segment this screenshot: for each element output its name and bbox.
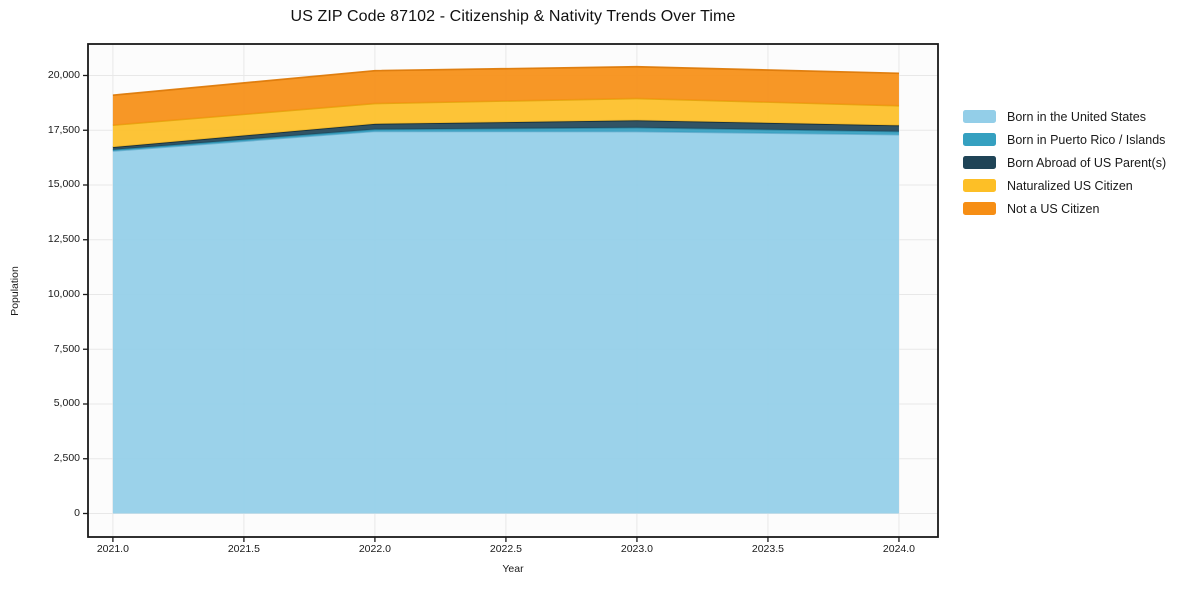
legend-swatch-icon [963,133,996,146]
legend-label: Not a US Citizen [1007,201,1100,216]
legend-label: Born in the United States [1007,109,1146,124]
plot-area [83,43,939,542]
x-tick-label: 2023.5 [751,543,784,555]
area-series [112,66,899,126]
y-tick-label: 5,000 [53,397,80,410]
legend-item: Born Abroad of US Parent(s) [963,151,1166,174]
legend-item: Born in the United States [963,105,1166,128]
x-tick-label: 2022.0 [358,543,391,555]
legend-item: Naturalized US Citizen [963,174,1166,197]
legend-item: Born in Puerto Rico / Islands [963,128,1166,151]
area-series [112,98,899,148]
legend-swatch-icon [963,202,996,215]
legend-label: Naturalized US Citizen [1007,178,1133,193]
y-tick-label: 20,000 [47,68,80,81]
legend-item: Not a US Citizen [963,197,1166,220]
x-tick-label: 2024.0 [882,543,916,555]
y-tick-label: 12,500 [47,233,80,246]
y-tick-label: 0 [74,507,80,519]
plot-frame [87,43,939,538]
area-series-edge [112,65,899,97]
legend-label: Born Abroad of US Parent(s) [1007,155,1167,170]
x-axis-label: Year [502,563,524,575]
legend-swatch-icon [963,156,996,169]
x-tick-label: 2021.5 [227,543,260,555]
y-tick-label: 17,500 [47,123,80,136]
chart-title: US ZIP Code 87102 - Citizenship & Nativi… [290,8,736,25]
legend-label: Born in Puerto Rico / Islands [1007,132,1166,147]
legend-swatch-icon [963,110,996,123]
area-series [112,131,899,514]
y-tick-label: 2,500 [53,452,80,465]
legend: Born in the United States Born in Puerto … [963,105,1166,220]
legend-swatch-icon [963,179,996,192]
y-tick-label: 15,000 [47,178,80,191]
y-tick-label: 10,000 [47,287,80,300]
area-series-edge [112,130,899,152]
y-tick-label: 7,500 [53,342,80,355]
x-tick-label: 2022.5 [489,543,522,555]
area-series [112,120,899,150]
stacked-area-chart [83,43,939,542]
x-tick-label: 2023.0 [620,543,653,555]
x-tick-label: 2021.0 [96,543,129,555]
